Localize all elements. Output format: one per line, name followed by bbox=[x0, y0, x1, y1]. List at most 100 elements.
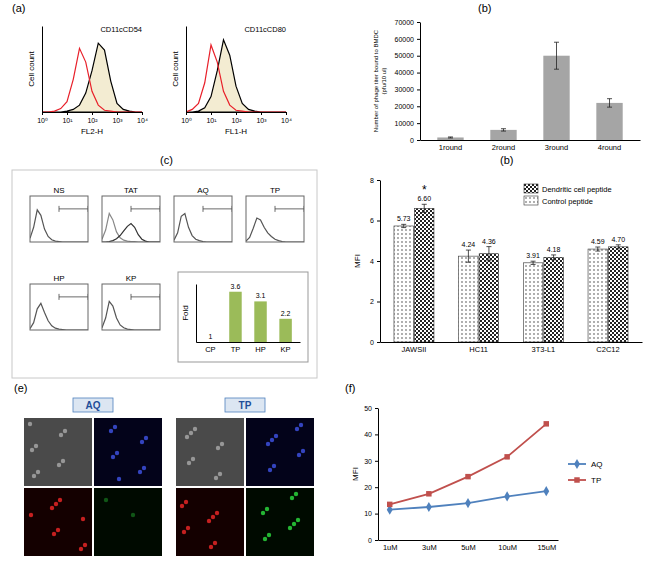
error-cap bbox=[466, 262, 471, 263]
tick: 8 bbox=[370, 177, 380, 184]
histogram-line bbox=[30, 303, 88, 330]
cell-spot bbox=[211, 515, 215, 519]
error-cap bbox=[531, 261, 536, 262]
cell-spot bbox=[142, 466, 146, 470]
data-label: 4.59 bbox=[591, 238, 605, 245]
plot-frame bbox=[246, 196, 304, 242]
tick-mark bbox=[417, 89, 420, 90]
error-bar bbox=[595, 247, 600, 251]
bar bbox=[229, 292, 241, 342]
tick: 0 bbox=[410, 137, 420, 144]
tick: KP bbox=[281, 345, 291, 354]
tick-label: 10³ bbox=[112, 117, 123, 124]
plot-area bbox=[42, 43, 142, 112]
tick-mark bbox=[377, 261, 380, 262]
error-bar bbox=[554, 42, 559, 69]
error-cap bbox=[554, 42, 559, 43]
figure: (a)(b)(c)(b)(e)(f)10⁰10¹10²10³10⁴CD11cCD… bbox=[0, 0, 656, 570]
cell-spot bbox=[28, 422, 32, 426]
chart: 10⁰10¹10²10³10⁴CD11cCD80FL1-HCell count bbox=[171, 25, 292, 136]
chart-title: AQ bbox=[197, 186, 209, 195]
marker bbox=[426, 491, 431, 496]
tick: 10³ bbox=[256, 112, 267, 124]
marker bbox=[543, 486, 549, 496]
axis-line bbox=[381, 342, 643, 343]
error-bar bbox=[486, 247, 491, 261]
tick-mark bbox=[417, 106, 420, 107]
bar bbox=[479, 254, 498, 342]
tick-label: 10⁴ bbox=[281, 117, 292, 124]
cell-spot bbox=[32, 474, 36, 478]
cell-spot bbox=[189, 431, 193, 435]
error-cap bbox=[422, 204, 427, 205]
legend-label: Dendritic cell peptide bbox=[542, 185, 612, 194]
tick: 10⁰ bbox=[37, 112, 48, 124]
marker bbox=[465, 474, 470, 479]
x-axis-title: FL1-H bbox=[225, 127, 247, 136]
data-label: 2.2 bbox=[281, 310, 291, 317]
cell-spot bbox=[144, 436, 148, 440]
tick-label: 1round bbox=[439, 143, 462, 152]
error-cap bbox=[616, 248, 621, 249]
cell-spot bbox=[140, 440, 144, 444]
y-axis-title: Fold bbox=[181, 305, 190, 321]
error-cap bbox=[595, 247, 600, 248]
tick: 1uM bbox=[383, 543, 398, 552]
error-cap bbox=[607, 98, 612, 99]
tick-label: 30 bbox=[364, 458, 372, 465]
cell-spot bbox=[182, 530, 186, 534]
y-axis bbox=[186, 27, 187, 113]
x-axis: 1round2round3round4round bbox=[421, 141, 641, 153]
error-stem bbox=[488, 247, 489, 261]
inset-frame bbox=[178, 272, 308, 362]
cell-spot bbox=[56, 528, 60, 532]
cell-spot bbox=[83, 543, 87, 547]
tick-mark bbox=[67, 112, 68, 115]
axis-line bbox=[379, 540, 559, 541]
image-title: AQ bbox=[86, 400, 101, 411]
marker bbox=[544, 421, 549, 426]
gate-line bbox=[59, 296, 88, 297]
data-label: 5.73 bbox=[397, 215, 411, 222]
tick-label: 1uM bbox=[383, 543, 398, 552]
chart: 0100002000030000400005000060000700001rou… bbox=[373, 19, 641, 153]
x-axis-title: FL2-H bbox=[81, 127, 103, 136]
cell-spot bbox=[29, 513, 33, 517]
error-cap bbox=[531, 264, 536, 265]
tick-label: HP bbox=[255, 345, 265, 354]
legend-marker bbox=[574, 477, 579, 482]
chart: 13.63.12.2CPTPHPKPFold bbox=[178, 272, 308, 362]
cell-spot bbox=[30, 448, 34, 452]
plot-area bbox=[246, 206, 304, 242]
tick-label: 20 bbox=[364, 484, 372, 491]
axis-line bbox=[380, 181, 381, 343]
bar bbox=[523, 263, 542, 342]
cell-spot bbox=[54, 502, 58, 506]
tick: 10 bbox=[364, 510, 378, 517]
cell-spot bbox=[216, 446, 220, 450]
gate-line bbox=[203, 208, 232, 209]
bar bbox=[490, 130, 516, 140]
cell-spot bbox=[261, 511, 265, 515]
histogram-line bbox=[174, 213, 232, 242]
gate-line bbox=[59, 208, 88, 209]
plot-area bbox=[229, 292, 292, 342]
tick: 10³ bbox=[112, 112, 123, 124]
data-label: 3.91 bbox=[526, 252, 540, 259]
tick: CP bbox=[205, 345, 215, 354]
error-cap bbox=[607, 107, 612, 108]
tick-label: 30000 bbox=[395, 86, 415, 93]
tick: 10² bbox=[231, 112, 242, 124]
plot-area bbox=[186, 40, 286, 112]
plot-frame bbox=[30, 284, 88, 330]
tick-label: 2round bbox=[492, 143, 515, 152]
tick: 4round bbox=[598, 143, 621, 152]
panel-label: (c) bbox=[160, 154, 173, 166]
error-stem bbox=[403, 224, 404, 227]
marker bbox=[387, 502, 392, 507]
data-label: 4.36 bbox=[482, 238, 496, 245]
gate-end bbox=[131, 294, 132, 300]
error-cap bbox=[422, 212, 427, 213]
chart-title: TAT bbox=[124, 186, 138, 195]
tick-mark bbox=[375, 461, 378, 462]
